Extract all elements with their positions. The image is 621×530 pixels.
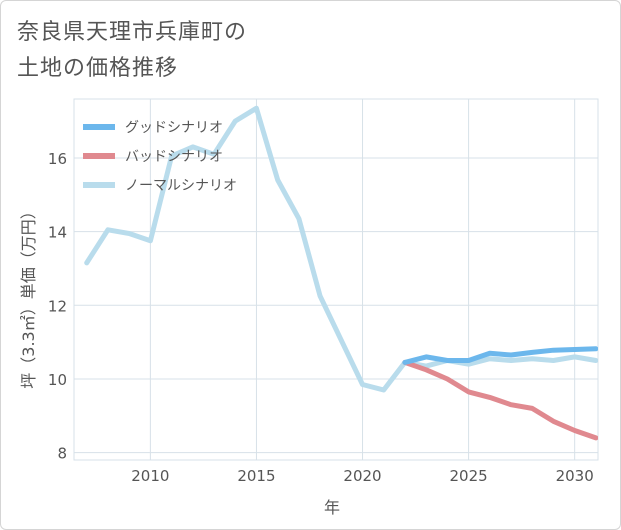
plot-area (73, 98, 599, 461)
series-line-bad (402, 359, 598, 441)
series-lines (84, 105, 598, 441)
legend-label: ノーマルシナリオ (125, 178, 237, 194)
legend-label: バッドシナリオ (125, 149, 223, 165)
chart-title-line2: 土地の価格推移 (17, 56, 179, 81)
x-tick-label: 2030 (556, 467, 594, 485)
x-tick-label: 2015 (237, 467, 275, 485)
grid (73, 98, 599, 461)
series-line-good (402, 346, 598, 365)
x-tick-label: 2025 (449, 467, 487, 485)
y-tick-label: 8 (57, 445, 67, 463)
y-axis-label: 坪（3.3㎡）単価（万円） (19, 203, 38, 388)
x-tick-label: 2010 (131, 467, 169, 485)
series-line-normal (84, 105, 598, 393)
x-tick-label: 2020 (343, 467, 381, 485)
y-tick-label: 10 (48, 371, 67, 389)
x-axis-label: 年 (324, 498, 340, 517)
legend-label: グッドシナリオ (125, 120, 223, 136)
chart-title-line1: 奈良県天理市兵庫町の (17, 20, 248, 45)
y-tick-label: 16 (48, 150, 67, 168)
tick-labels: 2010 2015 2020 2025 2030 8 10 12 14 16 (48, 150, 594, 485)
y-tick-label: 12 (48, 297, 67, 315)
y-tick-label: 14 (48, 224, 67, 242)
chart-title: 奈良県天理市兵庫町の 土地の価格推移 (17, 15, 247, 87)
